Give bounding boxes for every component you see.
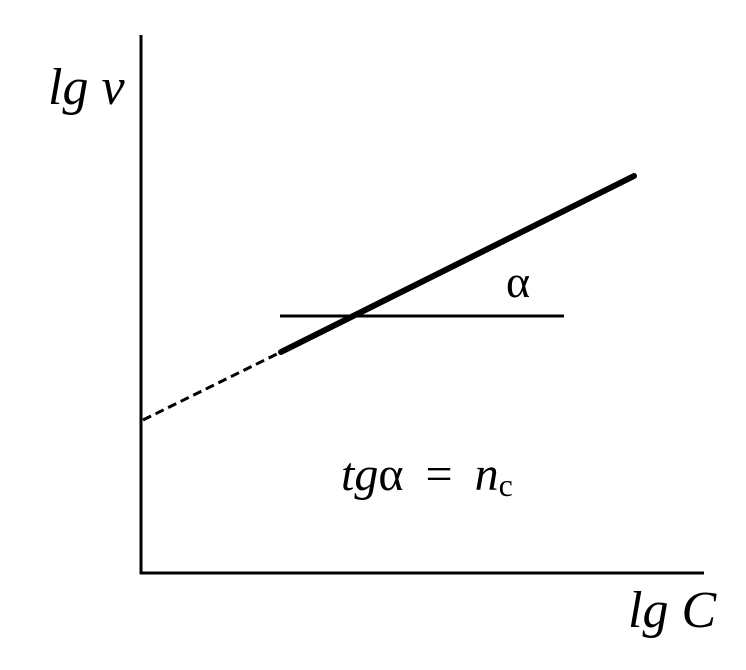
- formula-alpha: α: [378, 448, 403, 501]
- data-line: [278, 173, 637, 355]
- angle-label: α: [506, 256, 530, 307]
- x-axis-label: lg C: [628, 582, 717, 639]
- formula: tgα = nc: [341, 448, 513, 503]
- y-axis-label: lg v: [48, 59, 125, 116]
- formula-subscript: c: [499, 467, 513, 503]
- formula-equals: =: [426, 448, 453, 501]
- formula-n: n: [475, 448, 499, 501]
- formula-tg: tg: [341, 448, 378, 501]
- extrapolated-line: [142, 350, 282, 422]
